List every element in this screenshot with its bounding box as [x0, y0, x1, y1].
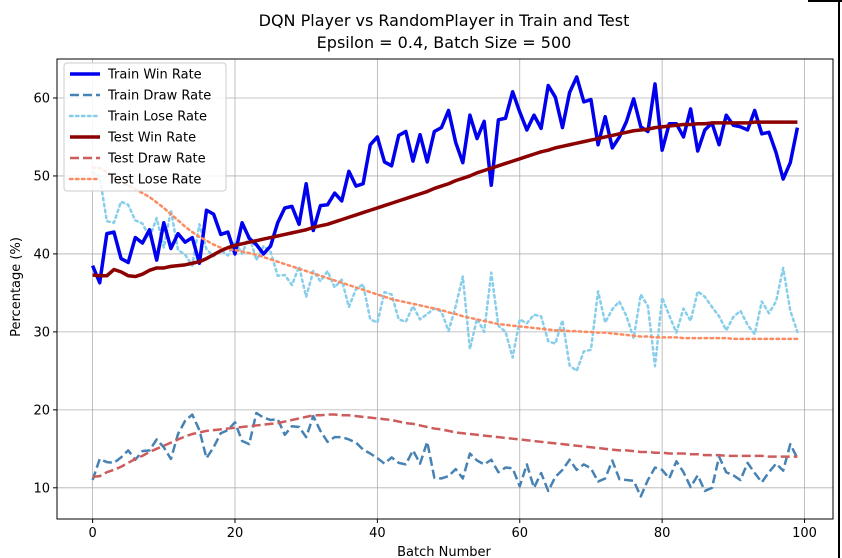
- series-line-test-win-rate: [92, 120, 798, 279]
- legend-label: Train Draw Rate: [107, 89, 211, 104]
- legend-box: [63, 62, 227, 192]
- x-tick-label: 100: [792, 526, 817, 541]
- y-tick-label: 50: [33, 169, 50, 184]
- y-axis-ticks: 10 20 30 40 50 60: [33, 91, 57, 496]
- x-tick-label: 60: [511, 526, 528, 541]
- chart-title: DQN Player vs RandomPlayer in Train and …: [259, 11, 630, 30]
- screen-edge-right: [838, 0, 840, 558]
- series-line-test-lose-rate: [91, 166, 799, 341]
- series-line-train-draw-rate: [91, 411, 799, 498]
- legend-label: Test Win Rate: [107, 131, 196, 146]
- y-tick-label: 20: [33, 403, 50, 418]
- legend-label: Train Lose Rate: [107, 110, 207, 125]
- chart-title-group: DQN Player vs RandomPlayer in Train and …: [259, 11, 630, 52]
- series-line-test-draw-rate: [92, 413, 798, 479]
- series-line-train-win-rate: [90, 75, 800, 285]
- x-tick-label: 80: [654, 526, 671, 541]
- x-tick-label: 0: [88, 526, 96, 541]
- x-tick-label: 20: [227, 526, 244, 541]
- y-axis-label: Percentage (%): [9, 237, 24, 337]
- legend-label: Test Lose Rate: [107, 173, 201, 188]
- plot-frame: [56, 58, 834, 520]
- y-tick-label: 40: [33, 247, 50, 262]
- y-tick-label: 60: [33, 91, 50, 106]
- legend-label: Test Draw Rate: [107, 152, 206, 167]
- x-tick-label: 40: [369, 526, 386, 541]
- legend-label: Train Win Rate: [107, 68, 202, 83]
- y-tick-label: 30: [33, 325, 50, 340]
- x-axis-ticks: 0 20 40 60 80 100: [88, 519, 817, 541]
- screen-edge-top: [808, 0, 842, 2]
- legend: Train Win Rate Train Draw Rate Train Lose …: [63, 62, 227, 192]
- chart-subtitle: Epsilon = 0.4, Batch Size = 500: [317, 33, 572, 52]
- series-line-train-lose-rate: [91, 170, 799, 373]
- y-tick-label: 10: [33, 481, 50, 496]
- series-layer: [90, 75, 800, 498]
- x-axis-label: Batch Number: [397, 545, 491, 558]
